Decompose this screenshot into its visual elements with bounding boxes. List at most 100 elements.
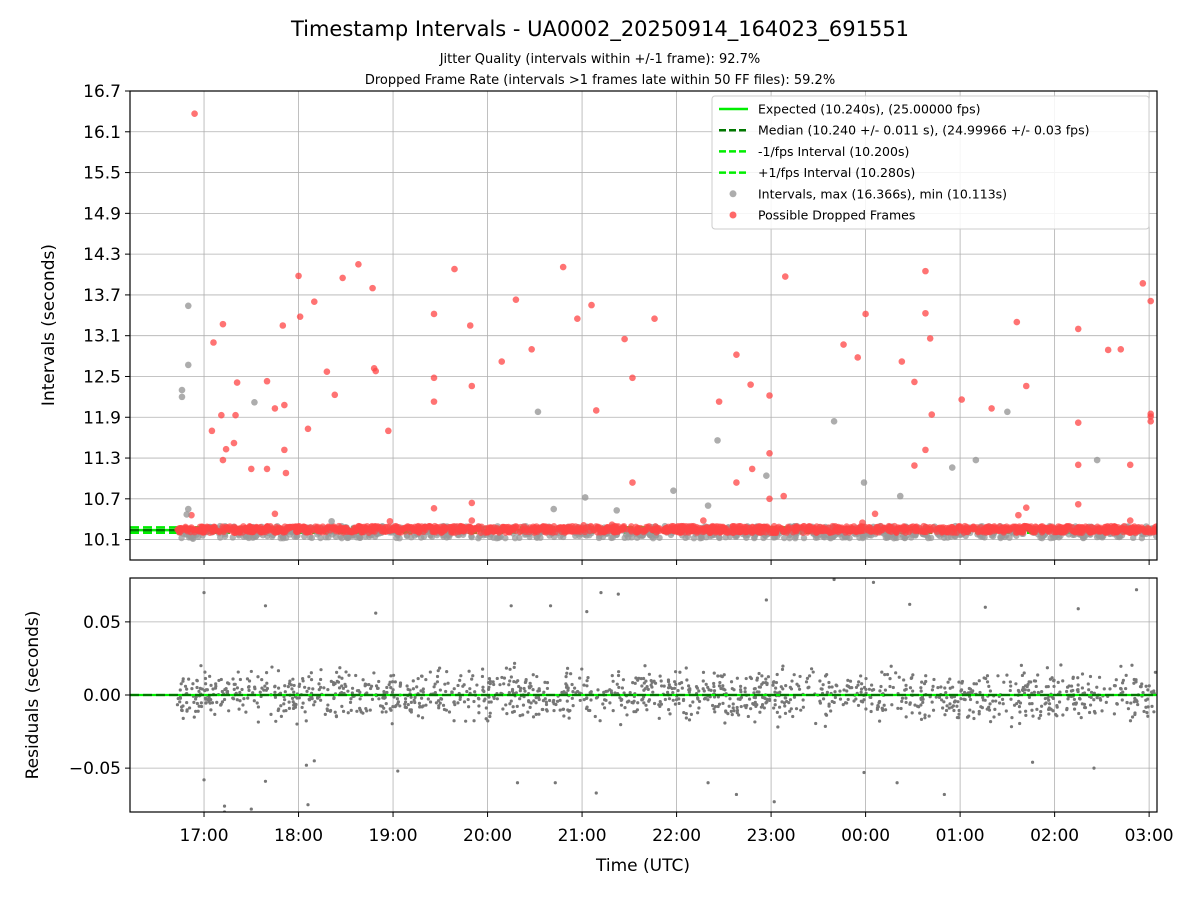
residual-point xyxy=(238,699,242,703)
residual-point xyxy=(191,682,195,686)
residual-point xyxy=(904,715,908,719)
dropped-point xyxy=(747,381,754,388)
residual-point xyxy=(891,685,895,690)
residual-point xyxy=(195,701,199,706)
residual-point xyxy=(534,712,538,716)
residual-point xyxy=(996,674,1000,678)
residual-point xyxy=(923,716,927,720)
residual-point xyxy=(235,686,239,690)
intervals-panel: 10.1 10.7 11.3 11.9 12.5 13.1 13.7 14.3 14.9 15.5… xyxy=(83,82,1158,565)
dropped-point xyxy=(750,527,758,534)
residual-point xyxy=(566,688,570,692)
residual-point xyxy=(209,708,213,712)
residual-point xyxy=(346,689,350,693)
bottom-ytick-label: −0.05 xyxy=(69,759,121,779)
residual-point xyxy=(1010,716,1014,720)
residual-point xyxy=(558,708,562,712)
residual-point xyxy=(433,691,437,695)
residual-point xyxy=(420,674,424,678)
residual-point xyxy=(717,702,722,706)
residual-point xyxy=(279,714,283,718)
dropped-point xyxy=(420,528,427,536)
dropped-point xyxy=(530,523,537,530)
residual-point xyxy=(608,701,612,705)
residual-point xyxy=(942,792,946,797)
residual-point xyxy=(1015,701,1019,706)
residual-point xyxy=(767,697,772,702)
dropped-point xyxy=(871,510,879,518)
residual-point xyxy=(1150,690,1154,694)
residual-point xyxy=(1017,699,1021,703)
dropped-point xyxy=(279,322,287,329)
residual-point xyxy=(289,683,293,687)
residual-point xyxy=(948,702,952,706)
residual-point xyxy=(880,670,884,674)
residual-point xyxy=(650,680,654,684)
residual-point xyxy=(260,677,264,682)
dropped-point xyxy=(926,335,934,342)
residual-point xyxy=(792,673,796,677)
dropped-point xyxy=(970,525,978,533)
dropped-point xyxy=(430,374,438,382)
residual-point xyxy=(338,666,342,670)
residual-point xyxy=(1150,704,1154,708)
residual-point xyxy=(731,706,735,710)
dropped-point xyxy=(263,377,271,385)
residual-point xyxy=(719,674,723,678)
residual-point xyxy=(983,605,987,609)
residual-point xyxy=(773,690,777,694)
dropped-point xyxy=(329,524,336,531)
residual-point xyxy=(531,688,535,692)
residual-point xyxy=(256,705,261,709)
dropped-point xyxy=(219,456,227,464)
residual-point xyxy=(504,666,509,670)
residual-point xyxy=(585,610,589,614)
residual-point xyxy=(801,705,805,709)
residual-point xyxy=(712,689,717,693)
residual-point xyxy=(358,708,362,712)
residual-point xyxy=(1119,686,1123,691)
dropped-point xyxy=(1117,345,1125,353)
interval-point xyxy=(1004,408,1011,416)
residual-point xyxy=(1069,689,1074,693)
residual-point xyxy=(1055,714,1059,718)
residual-point xyxy=(390,690,395,694)
residual-point xyxy=(514,691,518,695)
residual-point xyxy=(647,672,651,676)
residual-point xyxy=(883,708,888,712)
dropped-point xyxy=(365,529,373,536)
residual-point xyxy=(729,709,733,714)
residual-point xyxy=(640,684,644,688)
residual-point xyxy=(876,703,880,708)
dropped-point xyxy=(1133,525,1141,533)
residual-point xyxy=(723,688,727,692)
residual-point xyxy=(417,701,422,705)
legend-label: Possible Dropped Frames xyxy=(758,208,915,223)
dropped-point xyxy=(911,378,918,386)
dropped-point xyxy=(677,523,684,530)
residual-point xyxy=(185,700,189,705)
dropped-point xyxy=(243,527,251,535)
bottom-xtick-label: 17:00 xyxy=(180,826,229,846)
dropped-point xyxy=(770,529,777,536)
dropped-point xyxy=(451,265,458,273)
residual-point xyxy=(678,670,682,674)
residual-point xyxy=(421,687,425,691)
residual-point xyxy=(712,671,716,675)
residual-point xyxy=(346,711,350,715)
dropped-point xyxy=(1147,418,1154,425)
top-ytick-label: 11.9 xyxy=(83,408,121,428)
residual-point xyxy=(202,591,206,595)
residual-point xyxy=(509,699,513,703)
residual-point xyxy=(809,667,814,671)
bottom-ytick-label: 0.00 xyxy=(83,686,121,706)
residual-point xyxy=(552,708,556,713)
residual-point xyxy=(326,703,330,707)
dropped-point xyxy=(430,505,438,512)
residual-point xyxy=(911,689,915,693)
interval-point xyxy=(781,534,788,542)
residual-point xyxy=(565,671,569,675)
dropped-point xyxy=(1021,522,1028,530)
residual-point xyxy=(529,684,533,688)
dropped-point xyxy=(441,527,448,534)
